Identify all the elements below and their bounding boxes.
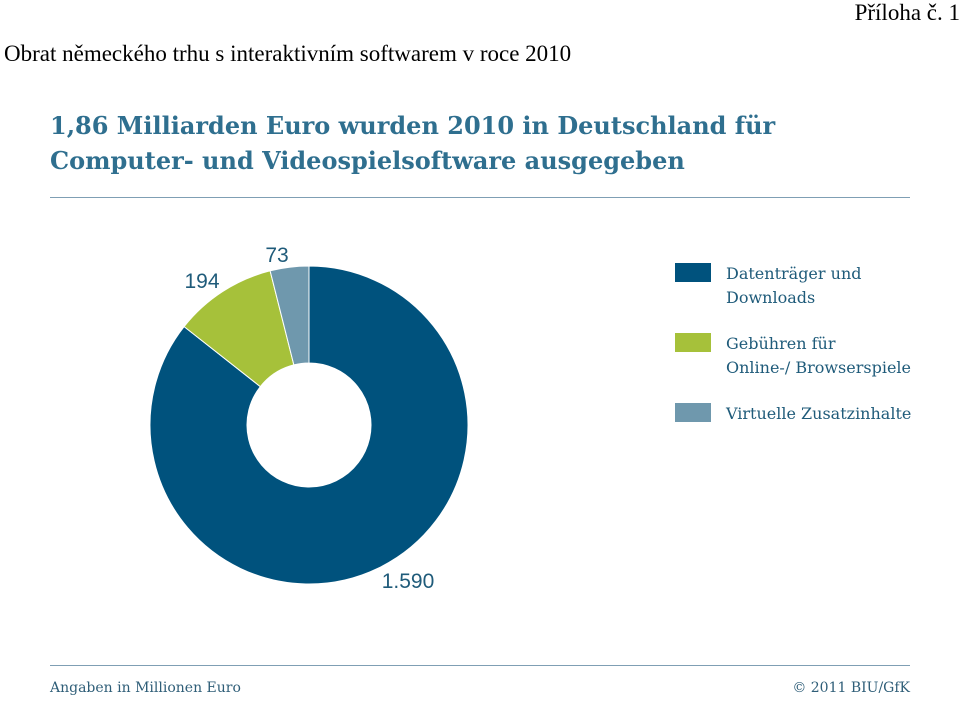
bottom-divider <box>50 665 910 666</box>
data-label-datentrager-und-downloads: 1.590 <box>382 570 435 593</box>
legend-item-gebuehren: Gebühren für Online-/ Browserspiele <box>675 332 945 380</box>
data-label-gebuhren-fur-online-browserspiele: 194 <box>184 270 219 293</box>
donut-slice-datentrager-und-downloads <box>149 265 469 585</box>
document-title: Obrat německého trhu s interaktivním sof… <box>4 41 572 66</box>
legend-label-gebuehren: Gebühren für Online-/ Browserspiele <box>726 334 911 377</box>
legend-swatch-datentraeger <box>675 263 711 282</box>
legend-swatch-gebuehren <box>675 333 711 352</box>
units-note: Angaben in Millionen Euro <box>50 680 241 696</box>
chart-title: 1,86 Milliarden Euro wurden 2010 in Deut… <box>50 111 776 175</box>
legend-item-virtuelle: Virtuelle Zusatzinhalte <box>675 402 945 426</box>
legend-swatch-virtuelle <box>675 403 711 422</box>
legend-label-datentraeger: Datenträger und Downloads <box>726 264 862 307</box>
legend: Datenträger und Downloads Gebühren für O… <box>675 262 945 426</box>
top-divider <box>50 197 910 198</box>
source-credit: © 2011 BIU/GfK <box>792 680 910 696</box>
legend-item-datentraeger: Datenträger und Downloads <box>675 262 945 310</box>
annex-label: Příloha č. 1 <box>854 0 960 25</box>
legend-label-virtuelle: Virtuelle Zusatzinhalte <box>726 404 912 423</box>
data-label-virtuelle-zusatzinhalte: 73 <box>265 244 288 267</box>
donut-slice-virtuelle-zusatzinhalte <box>269 265 310 366</box>
